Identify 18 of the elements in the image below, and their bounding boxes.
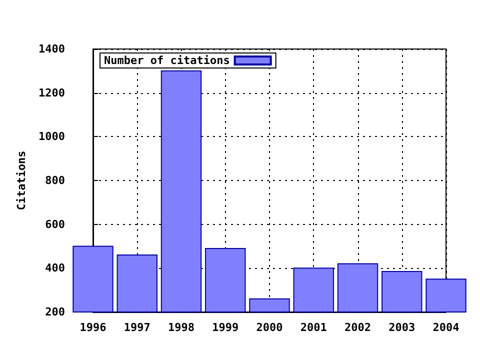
y-tick-label: 200 — [45, 306, 65, 318]
y-tick-label: 1400 — [38, 42, 65, 56]
x-tick-label: 2001 — [300, 321, 328, 334]
x-tick-label: 1997 — [124, 321, 150, 334]
x-tick-label: 1998 — [168, 321, 194, 334]
y-tick-label: 400 — [45, 262, 65, 275]
y-tick-label: 600 — [45, 218, 65, 231]
y-tick-label: 1000 — [38, 130, 65, 144]
x-tick-label: 1999 — [212, 321, 239, 334]
x-tick-label: 2000 — [256, 321, 283, 334]
y-axis-title: Citations — [15, 150, 28, 210]
x-tick-label: 2004 — [432, 321, 460, 334]
legend-label: Number of citations — [104, 54, 230, 67]
y-tick-label: 1200 — [38, 86, 65, 100]
x-tick-label: 1996 — [80, 321, 107, 334]
x-tick-label: 2002 — [344, 321, 371, 334]
y-tick-label: 800 — [45, 174, 65, 187]
x-tick-label: 2003 — [388, 321, 416, 334]
